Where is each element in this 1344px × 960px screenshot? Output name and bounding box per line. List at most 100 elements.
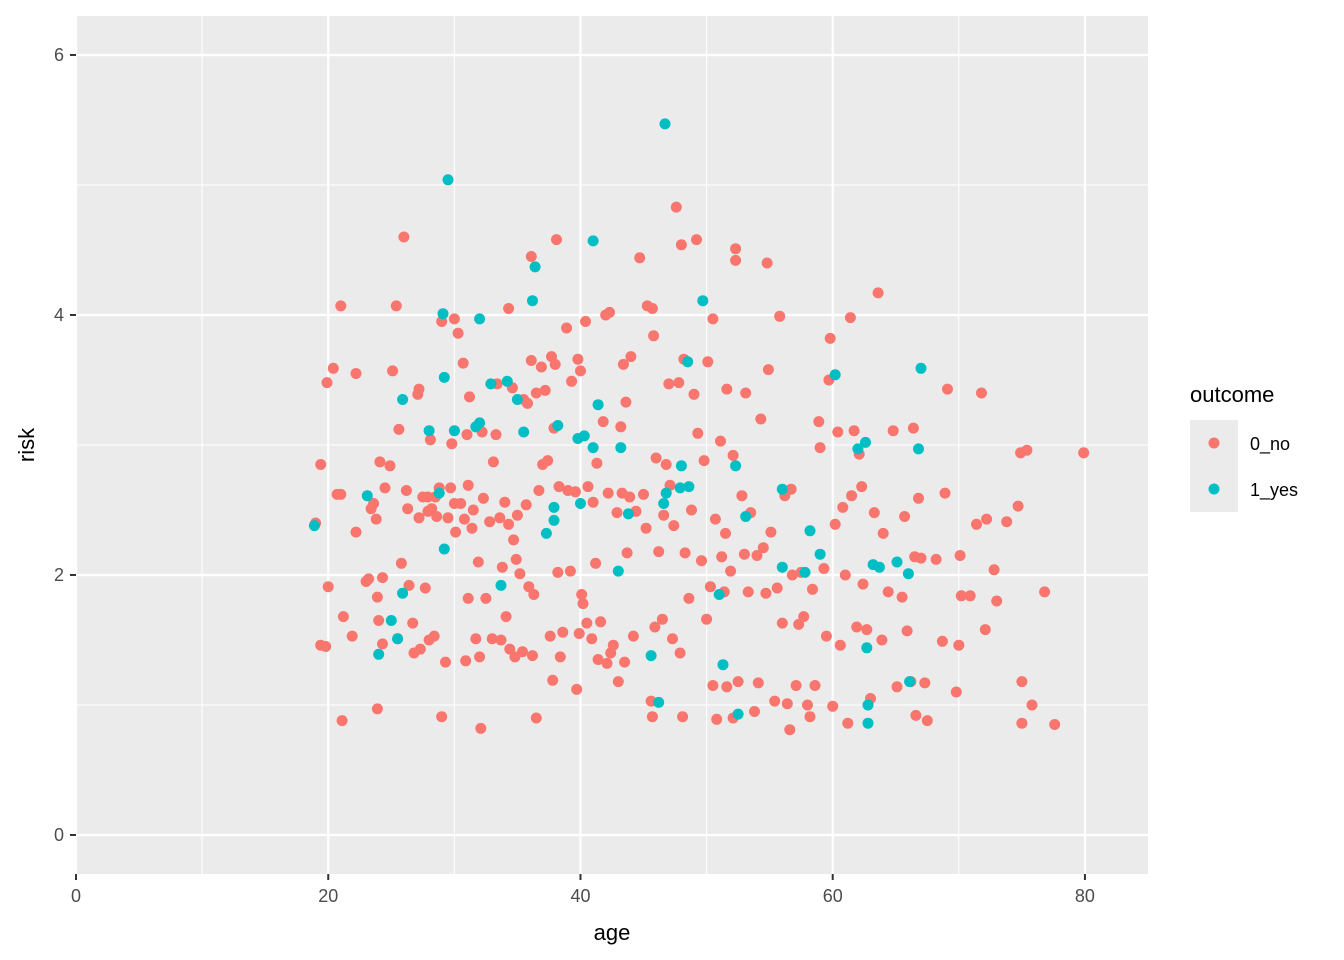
data-point-yes bbox=[829, 369, 841, 381]
data-point-no bbox=[530, 387, 542, 399]
data-point-yes bbox=[578, 430, 590, 442]
data-point-no bbox=[704, 581, 716, 593]
data-point-no bbox=[601, 657, 613, 669]
x-tick-label: 20 bbox=[318, 886, 338, 906]
data-point-yes bbox=[862, 699, 874, 711]
data-point-no bbox=[646, 303, 658, 314]
data-point-yes bbox=[799, 566, 811, 578]
data-point-no bbox=[668, 520, 680, 532]
x-tick-label: 60 bbox=[823, 886, 843, 906]
data-point-yes bbox=[683, 481, 695, 493]
data-point-no bbox=[882, 586, 894, 598]
data-point-no bbox=[774, 310, 786, 322]
data-point-yes bbox=[776, 561, 788, 573]
data-point-no bbox=[595, 616, 607, 628]
data-point-no bbox=[820, 630, 832, 642]
data-point-no bbox=[495, 634, 507, 646]
data-point-no bbox=[544, 630, 556, 642]
data-point-no bbox=[500, 611, 512, 623]
data-point-no bbox=[813, 416, 825, 428]
legend: outcome 0_no 1_yes bbox=[1190, 382, 1298, 512]
data-point-no bbox=[953, 639, 965, 651]
data-point-no bbox=[721, 383, 733, 395]
data-point-no bbox=[1026, 699, 1038, 711]
data-point-no bbox=[907, 422, 919, 434]
data-point-no bbox=[658, 509, 670, 521]
data-point-no bbox=[876, 634, 888, 646]
data-point-yes bbox=[915, 362, 927, 374]
data-point-no bbox=[448, 313, 460, 325]
data-point-no bbox=[988, 564, 1000, 576]
data-point-no bbox=[698, 455, 710, 467]
data-point-no bbox=[484, 516, 496, 528]
data-point-no bbox=[561, 322, 573, 334]
data-point-no bbox=[320, 641, 332, 652]
data-point-no bbox=[398, 231, 410, 243]
y-tick-label: 0 bbox=[54, 825, 64, 845]
data-point-yes bbox=[615, 442, 627, 454]
data-point-no bbox=[624, 491, 636, 503]
data-point-no bbox=[736, 490, 748, 502]
data-point-no bbox=[716, 551, 728, 563]
data-point-no bbox=[1039, 586, 1051, 598]
y-axis-title: risk bbox=[14, 427, 39, 462]
data-point-no bbox=[857, 578, 869, 590]
data-point-no bbox=[336, 715, 348, 727]
data-point-yes bbox=[717, 659, 729, 671]
data-point-no bbox=[494, 512, 506, 524]
data-point-no bbox=[856, 481, 868, 493]
data-point-yes bbox=[862, 717, 874, 729]
data-point-no bbox=[793, 618, 805, 630]
data-point-yes bbox=[373, 648, 385, 660]
data-point-no bbox=[474, 651, 486, 663]
data-point-no bbox=[673, 377, 685, 389]
data-point-no bbox=[321, 377, 333, 389]
data-point-no bbox=[877, 527, 889, 539]
data-point-no bbox=[688, 388, 700, 400]
data-point-no bbox=[440, 656, 451, 668]
data-point-no bbox=[851, 621, 863, 633]
data-point-no bbox=[738, 548, 750, 560]
data-point-no bbox=[350, 368, 362, 379]
data-point-no bbox=[617, 358, 629, 370]
data-point-no bbox=[602, 487, 614, 499]
data-point-no bbox=[586, 633, 598, 645]
data-point-no bbox=[371, 591, 383, 603]
y-tick-label: 4 bbox=[54, 305, 64, 325]
data-point-yes bbox=[612, 565, 624, 577]
data-point-no bbox=[407, 617, 419, 629]
data-point-no bbox=[646, 711, 658, 723]
data-point-yes bbox=[861, 642, 873, 654]
x-tick-label: 40 bbox=[570, 886, 590, 906]
data-point-no bbox=[1021, 444, 1033, 456]
data-point-no bbox=[564, 565, 576, 577]
data-point-no bbox=[587, 496, 599, 508]
data-point-no bbox=[390, 300, 402, 312]
data-point-no bbox=[335, 488, 347, 500]
data-point-no bbox=[971, 518, 982, 530]
data-point-yes bbox=[587, 442, 599, 454]
data-point-no bbox=[511, 509, 523, 521]
data-point-no bbox=[991, 595, 1003, 607]
data-point-no bbox=[760, 587, 772, 599]
data-point-no bbox=[740, 387, 752, 399]
data-point-no bbox=[834, 639, 846, 651]
data-point-no bbox=[765, 526, 777, 538]
data-point-no bbox=[625, 351, 637, 363]
data-point-no bbox=[656, 613, 668, 625]
data-point-no bbox=[692, 427, 704, 439]
data-point-no bbox=[510, 553, 522, 565]
data-point-no bbox=[901, 625, 913, 637]
data-point-no bbox=[784, 724, 796, 736]
data-point-yes bbox=[501, 375, 513, 387]
legend-dot-0-no bbox=[1208, 437, 1220, 449]
data-point-no bbox=[371, 703, 383, 715]
data-point-yes bbox=[529, 261, 541, 273]
data-point-yes bbox=[852, 443, 864, 455]
data-point-no bbox=[730, 254, 742, 266]
data-point-no bbox=[848, 425, 860, 437]
data-point-no bbox=[842, 717, 854, 729]
data-point-no bbox=[539, 384, 551, 396]
data-point-no bbox=[575, 365, 586, 377]
